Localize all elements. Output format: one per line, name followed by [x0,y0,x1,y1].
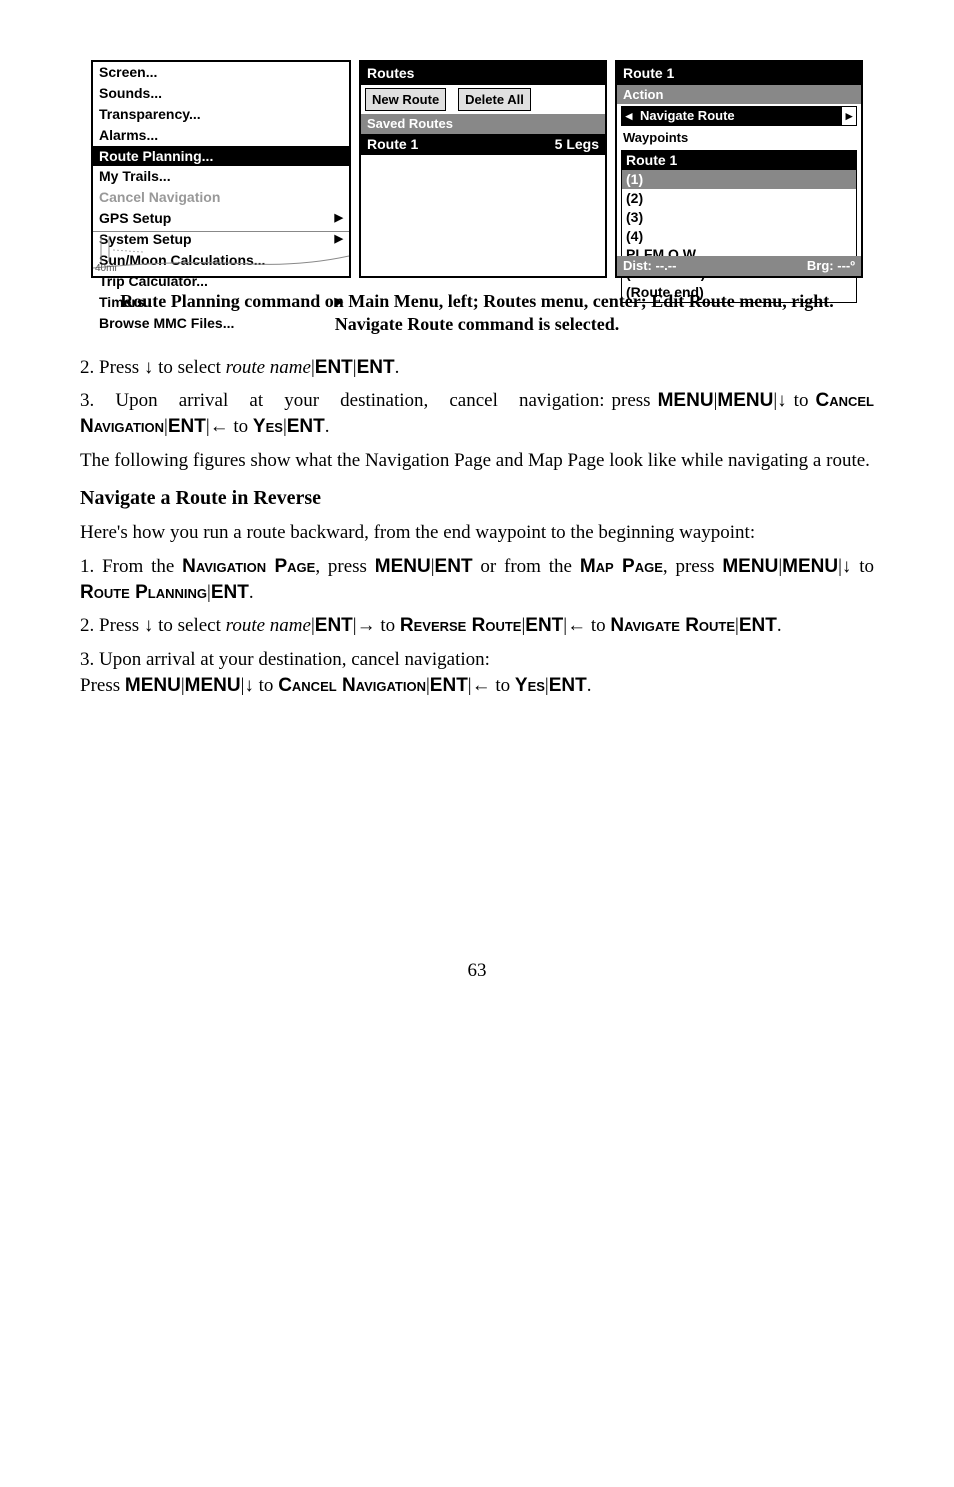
para-figures: The following figures show what the Navi… [80,448,874,474]
waypoints-box-title: Route 1 [622,151,856,170]
chevron-right-icon: ▸ [841,107,856,125]
waypoints-label: Waypoints [617,128,861,148]
menu-item[interactable]: My Trails... [93,166,349,187]
saved-routes-label: Saved Routes [361,114,605,134]
route-title: Route 1 [617,62,861,85]
map-scale: 40mi [95,262,117,276]
menu-item[interactable]: Browse MMC Files... [93,313,349,334]
route-name: Route 1 [367,135,418,154]
reverse-step-2: 2. Press ↓ to select route name|ENT|→ to… [80,613,874,639]
routes-screen: Routes New Route Delete All Saved Routes… [359,60,607,278]
waypoint-line: (4) [622,227,856,246]
action-dropdown[interactable]: ◂ Navigate Route ▸ [621,106,857,126]
menu-item[interactable]: GPS Setup▶ [93,208,349,229]
waypoint-line: (Route end) [622,283,856,302]
edit-route-screen: Route 1 Action ◂ Navigate Route ▸ Waypoi… [615,60,863,278]
reverse-step-3a: 3. Upon arrival at your destination, can… [80,647,874,673]
menu-item[interactable]: Timers▶ [93,292,349,313]
menu-item[interactable]: Cancel Navigation [93,187,349,208]
brg-label: Brg: ---º [807,257,855,275]
route-footer: Dist: --.-- Brg: ---º [617,256,861,276]
new-route-button[interactable]: New Route [365,88,446,112]
reverse-step-1: 1. From the Navigation Page, press MENU|… [80,554,874,605]
para-reverse-intro: Here's how you run a route backward, fro… [80,520,874,546]
delete-all-button[interactable]: Delete All [458,88,531,112]
menu-item[interactable]: Transparency... [93,104,349,125]
action-value: Navigate Route [636,107,841,125]
dist-label: Dist: --.-- [623,257,676,275]
menu-item[interactable]: Screen... [93,62,349,83]
waypoints-box: Route 1 (1)(2)(3)(4)PLFM Q W(Press ENT)(… [621,150,857,303]
routes-title: Routes [361,62,605,85]
map-preview: 40mi [93,231,349,276]
page-number: 63 [80,958,874,984]
waypoint-line: (2) [622,189,856,208]
chevron-left-icon: ◂ [622,107,636,125]
waypoint-line: (3) [622,208,856,227]
menu-item[interactable]: Sounds... [93,83,349,104]
route-legs: 5 Legs [555,135,599,154]
step-2: 2. Press ↓ to select route name|ENT|ENT. [80,355,874,381]
main-menu-screen: Screen...Sounds...Transparency...Alarms.… [91,60,351,278]
step-3: 3. Upon arrival at your destination, can… [80,388,874,439]
menu-item[interactable]: Alarms... [93,125,349,146]
saved-route-row[interactable]: Route 1 5 Legs [361,134,605,155]
screenshots-row: Screen...Sounds...Transparency...Alarms.… [80,60,874,278]
reverse-step-3b: Press MENU|MENU|↓ to Cancel Navigation|E… [80,673,874,699]
waypoint-line: (1) [622,170,856,189]
reverse-heading: Navigate a Route in Reverse [80,485,874,512]
action-label: Action [617,85,861,105]
menu-item[interactable]: Route Planning... [93,146,349,167]
